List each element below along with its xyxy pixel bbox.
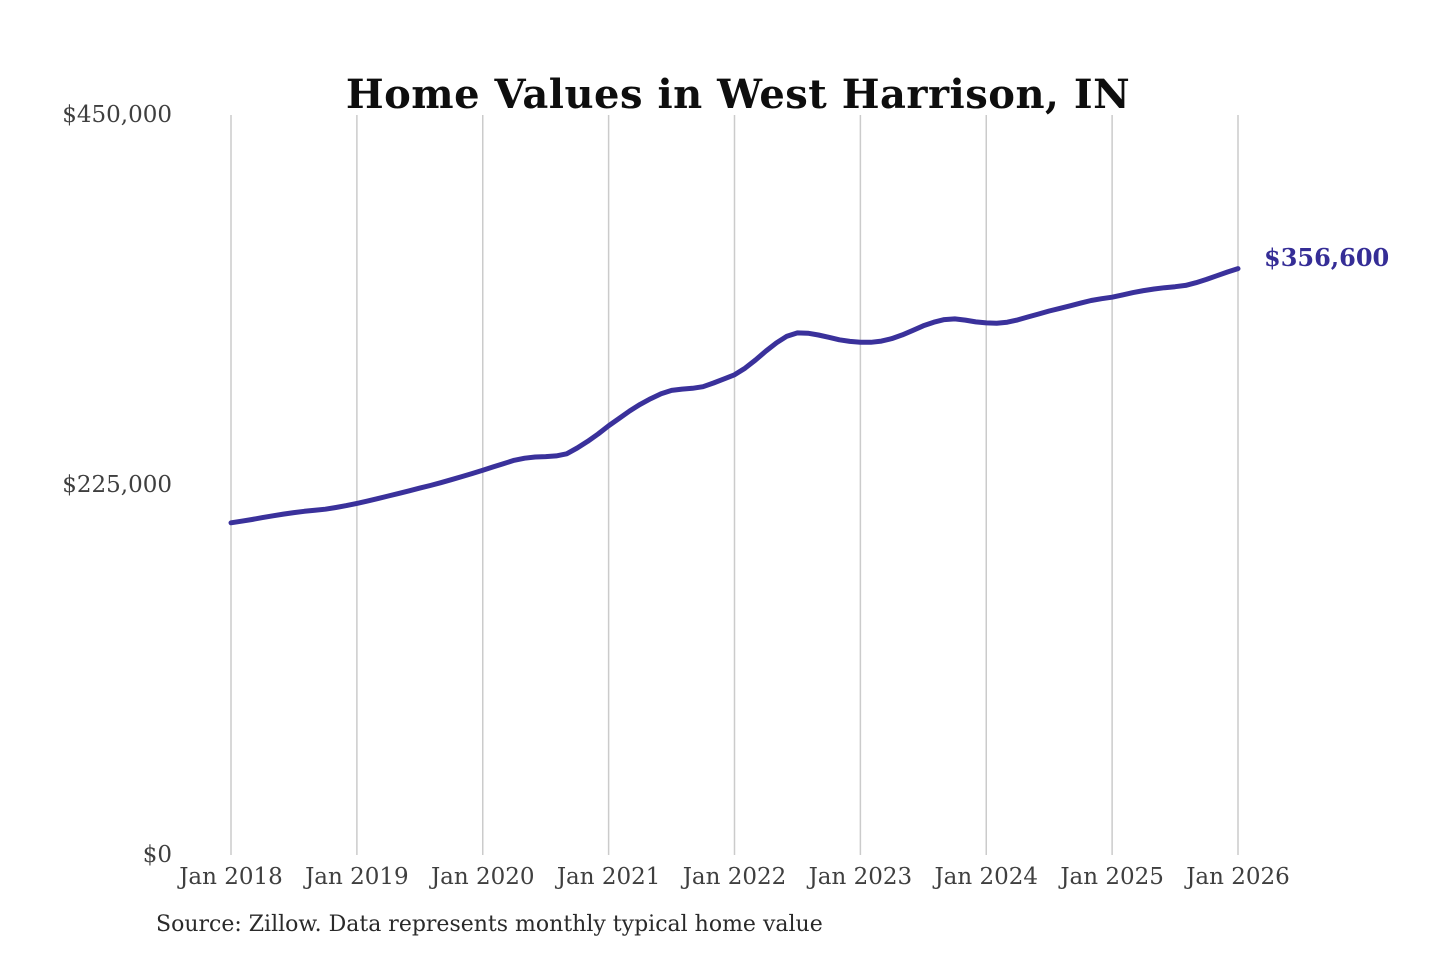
y-axis-label: $0	[142, 842, 172, 868]
x-axis-label: Jan 2022	[682, 864, 787, 890]
last-value-label: $356,600	[1264, 243, 1390, 272]
x-axis-label: Jan 2024	[934, 864, 1039, 890]
x-axis-label: Jan 2023	[808, 864, 913, 890]
gridlines	[230, 115, 1239, 855]
series-line	[228, 266, 1241, 526]
x-axis-label: Jan 2021	[556, 864, 661, 890]
x-axis-label: Jan 2019	[305, 864, 409, 890]
y-axis-label: $450,000	[62, 102, 172, 128]
x-axis-label: Jan 2026	[1186, 864, 1290, 890]
y-axis-label: $225,000	[62, 472, 172, 498]
chart-title: Home Values in West Harrison, IN	[345, 70, 1131, 118]
x-axis-label: Jan 2018	[179, 864, 283, 890]
source-note: Source: Zillow. Data represents monthly …	[156, 912, 823, 937]
x-axis-label: Jan 2025	[1060, 864, 1164, 890]
x-axis-label: Jan 2020	[430, 864, 535, 890]
